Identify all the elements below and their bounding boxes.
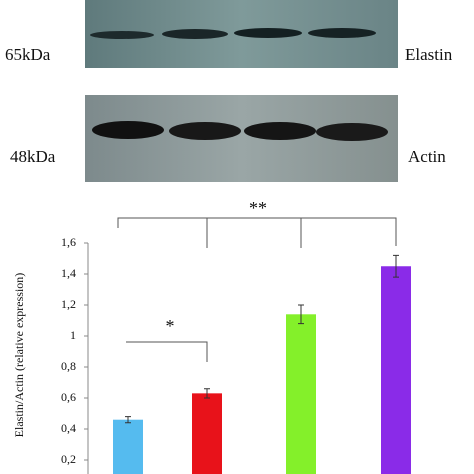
bar (192, 393, 222, 474)
y-tick-label: 0,4 (61, 421, 76, 435)
brackets (117, 217, 397, 362)
bar (286, 314, 316, 474)
y-tick-label: 1,4 (61, 266, 76, 280)
error-bar (393, 254, 399, 278)
error-bar (204, 388, 210, 399)
blot-size: 65kDa (5, 45, 51, 64)
y-tick-label: 0,2 (61, 452, 76, 466)
y-tick-label: 1 (70, 328, 76, 342)
bar (113, 419, 143, 474)
blot-label: Elastin (405, 45, 453, 64)
y-axis-label: Elastin/Actin (relative expression) (12, 273, 26, 438)
blot-label: Actin (408, 147, 446, 166)
blot-size: 48kDa (10, 147, 56, 166)
y-tick-label: 0,6 (61, 390, 76, 404)
error-bar (298, 304, 304, 325)
y-tick-label: 1,6 (61, 235, 76, 249)
significance: * (166, 316, 175, 336)
significance: ** (249, 198, 267, 218)
blot-elastin (85, 0, 398, 68)
y-tick-label: 1,2 (61, 297, 76, 311)
y-tick-label: 0,8 (61, 359, 76, 373)
blot-actin (85, 95, 398, 182)
bar (381, 266, 411, 474)
error-bar (125, 416, 131, 424)
